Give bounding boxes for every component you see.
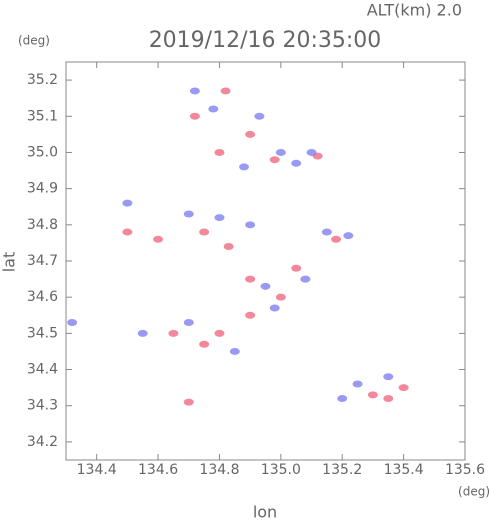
echo-point (153, 235, 164, 243)
echo-point (199, 340, 210, 348)
echo-point (398, 384, 409, 392)
y-tick-label: 34.2 (27, 434, 58, 450)
echo-point (254, 112, 265, 120)
echo-point (199, 228, 210, 236)
x-tick-label: 135.2 (322, 462, 362, 478)
echo-point (383, 373, 394, 381)
y-tick-label: 34.4 (27, 362, 58, 378)
echo-point (343, 232, 354, 240)
echo-point (337, 394, 348, 402)
echo-point (260, 282, 271, 290)
echo-point (245, 221, 256, 229)
echo-point (214, 148, 225, 156)
x-tick-label: 135.6 (445, 462, 485, 478)
echo-point (245, 130, 256, 138)
x-unit: (deg) (458, 485, 490, 499)
x-tick-label: 134.4 (77, 462, 117, 478)
echo-point (189, 87, 200, 95)
y-tick-label: 34.7 (27, 253, 58, 269)
echo-point (168, 329, 179, 337)
altitude-label: ALT(km) 2.0 (367, 1, 462, 20)
y-tick-label: 35.1 (27, 108, 58, 124)
echo-point (275, 293, 286, 301)
echo-point (367, 391, 378, 399)
echo-point (275, 148, 286, 156)
echo-point (331, 235, 342, 243)
echo-point (352, 380, 363, 388)
echo-point (183, 319, 194, 327)
echo-point (245, 311, 256, 319)
y-tick-label: 35.0 (27, 144, 58, 160)
y-tick-label: 34.9 (27, 181, 58, 197)
echo-point (208, 105, 219, 113)
x-tick-label: 134.6 (138, 462, 178, 478)
echo-point (122, 228, 133, 236)
x-axis-label: lon (253, 503, 277, 522)
y-tick-label: 35.2 (27, 72, 58, 88)
echo-point (122, 199, 133, 207)
echo-point (137, 329, 148, 337)
echo-point (214, 329, 225, 337)
echo-point (269, 156, 280, 164)
echo-point (306, 148, 317, 156)
echo-point (291, 264, 302, 272)
echo-point (239, 163, 250, 171)
x-tick-label: 135.4 (384, 462, 424, 478)
echo-point (300, 275, 311, 283)
echo-point (67, 319, 78, 327)
echo-point (321, 228, 332, 236)
plot-frame (65, 61, 466, 461)
echo-point (183, 210, 194, 218)
echo-point (214, 214, 225, 222)
chart-title: 2019/12/16 20:35:00 (149, 28, 382, 53)
y-tick-label: 34.5 (27, 325, 58, 341)
y-unit: (deg) (18, 34, 50, 48)
x-tick-label: 134.8 (199, 462, 239, 478)
x-tick-label: 135.0 (261, 462, 301, 478)
y-axis-label: lat (0, 252, 19, 273)
echo-point (229, 347, 240, 355)
echo-point (245, 275, 256, 283)
echo-point (223, 243, 234, 251)
echo-point (269, 304, 280, 312)
y-tick-label: 34.6 (27, 289, 58, 305)
echo-point (220, 87, 231, 95)
y-tick-label: 34.8 (27, 217, 58, 233)
echo-point (383, 394, 394, 402)
y-tick-label: 34.3 (27, 398, 58, 414)
echo-point (183, 398, 194, 406)
echo-point (291, 159, 302, 167)
echo-point (189, 112, 200, 120)
